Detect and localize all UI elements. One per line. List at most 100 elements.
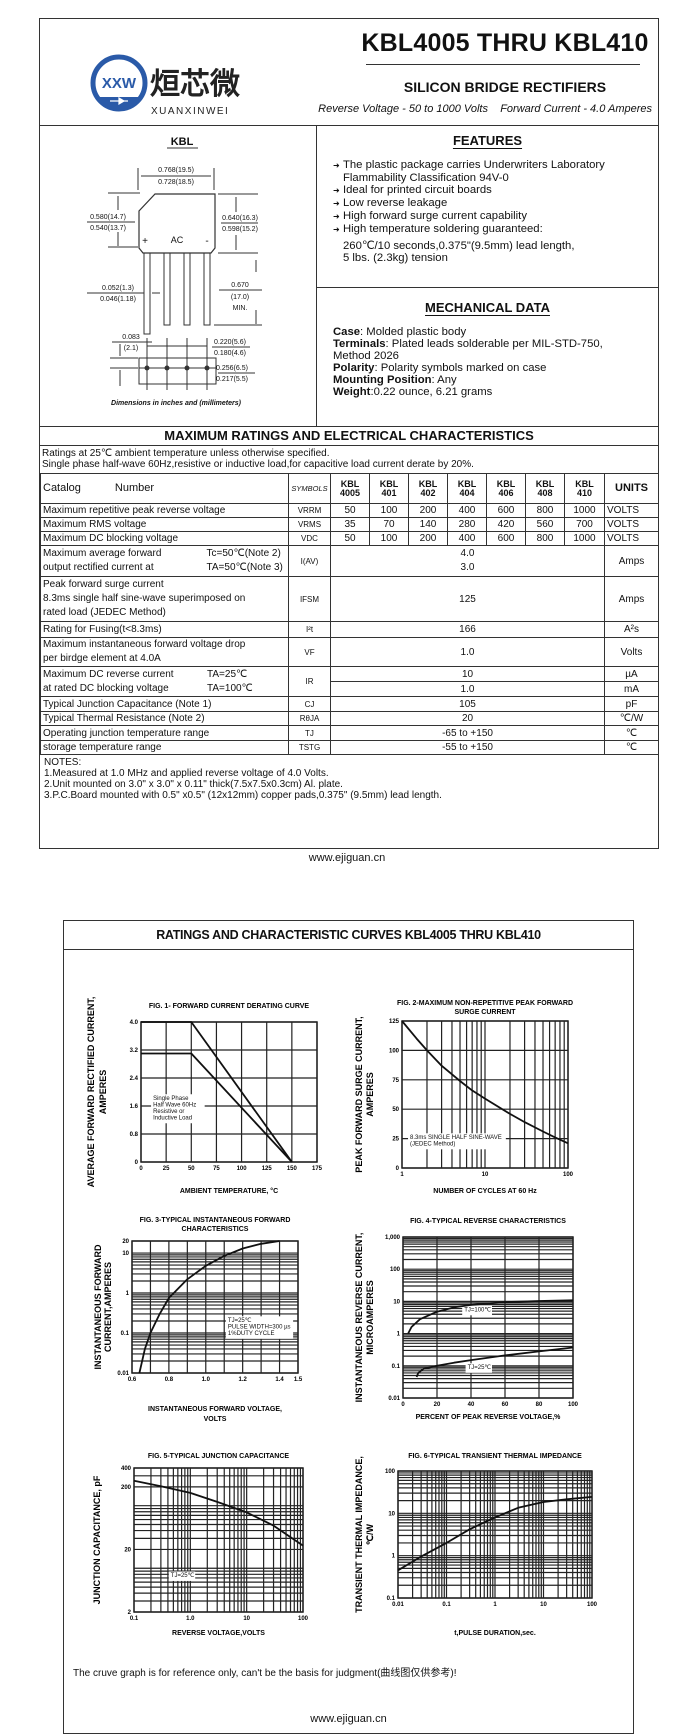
table-row-rth: Typical Thermal Resistance (Note 2) RθJA … [40,711,659,726]
row-unit: Amps [604,576,659,622]
y-tick-label: 20 [122,1239,129,1245]
x-tick-label: 1 [493,1602,497,1608]
ratings-heading-divider [39,445,659,446]
y-tick-label: 0.1 [121,1331,130,1337]
annotation-text: TJ=100℃ [464,1307,491,1313]
note-item: 2.Unit mounted on 3.0" x 3.0" x 0.11" th… [44,779,343,790]
y-axis-label: CURRENT,AMPERES [103,1262,113,1352]
plot-frame [401,1020,569,1169]
chart-fig-5: TJ=25℃ 0.1 1.0 10 100 2 20 200 400 FIG. 5-TYPICAL… [92,1453,309,1637]
series-line-2 [415,1346,574,1378]
table-row-vrrm: Maximum repetitive peak reverse voltage V… [40,503,659,518]
mech-terminals: Terminals: Plated leads solderable per M… [333,338,603,350]
x-axis-label: INSTANTANEOUS FORWARD VOLTAGE, [148,1406,282,1413]
condition-line: Ratings at 25℃ ambient temperature unles… [42,448,330,459]
x-tick-label: 150 [287,1166,298,1172]
package-bottom-view [138,338,217,390]
x-tick-label: 50 [188,1166,195,1172]
y-tick-label: 100 [390,1267,401,1273]
series-line-1 [407,1299,574,1335]
mechanical-heading: MECHANICAL DATA [425,300,550,315]
y-axis-label: INSTANTANEOUS REVERSE CURRENT, [354,1233,364,1403]
x-axis-label: REVERSE VOLTAGE,VOLTS [172,1630,265,1637]
y-tick-label: 100 [385,1469,396,1475]
bullet-icon: ➜ [333,199,340,208]
x-tick-label: 175 [312,1166,323,1172]
y-tick-label: 1 [126,1291,130,1297]
dim-pitch-min: 0.180(4.6) [214,350,246,357]
y-axis-label: AMPERES [365,1072,375,1117]
annotation-background [225,1316,294,1339]
chart-annotation: TJ=25℃ [465,1363,492,1373]
x-tick-label: 100 [587,1602,598,1608]
chart-grid [131,1240,299,1374]
y-tick-label: 0 [396,1166,400,1172]
x-tick-label: 10 [243,1616,250,1622]
dim-total-height-min: 0.598(15.2) [222,226,258,233]
x-tick-label: 80 [536,1402,543,1408]
ratings-table: Catalog Number SYMBOLS KBL 4005 KBL 401 KBL… [40,473,659,755]
row-symbol: TSTG [288,740,331,755]
bullet-icon: ➜ [333,186,340,195]
x-tick-label: 1.0 [202,1377,211,1383]
y-axis-label: AMPERES [98,1070,108,1115]
row-label: Maximum DC reverse current TA=25℃ [40,666,289,682]
plot-frame [402,1236,574,1399]
plot-frame [133,1467,304,1613]
mechanical-list: Case: Molded plastic body Terminals: Pla… [333,326,603,398]
annotation-text: Single Phase [153,1096,189,1102]
header-divider [39,125,659,126]
x-tick-label: 0 [139,1166,143,1172]
series-line-1 [138,1240,280,1374]
row-value: 125 [330,576,605,622]
note-item: 1.Measured at 1.0 MHz and applied revers… [44,768,329,779]
ratings-top-divider [39,426,659,427]
curves-footer-url[interactable]: www.ejiguan.cn [310,1713,387,1725]
y-tick-label: 2 [128,1610,132,1616]
chart-grid [402,1236,574,1399]
feature-detail: 260℃/10 seconds,0.375"(9.5mm) lead lengt… [343,240,575,252]
y-tick-label: 400 [121,1466,132,1472]
dim-lead-length-min: MIN. [233,305,248,312]
y-axis-label: INSTANTANEOUS FORWARD [93,1244,103,1369]
x-tick-label: 100 [568,1402,579,1408]
features-divider [316,287,659,288]
polarity-minus: - [205,236,208,247]
y-tick-label: 0.8 [130,1132,139,1138]
package-name: KBL [171,136,194,148]
part-header: KBL 4005 [330,473,370,504]
chart-title: CHARACTERISTICS [182,1226,249,1233]
chart-annotation: 8.3ms SINGLE HALF SINE-WAVE(JEDEC Method… [408,1133,506,1150]
ratings-conditions: Ratings at 25℃ ambient temperature unles… [42,448,474,470]
x-tick-label: 10 [540,1602,547,1608]
x-axis-label: t,PULSE DURATION,sec. [454,1630,536,1637]
plot-frame [397,1470,593,1599]
row-symbol: I(AV) [288,545,331,577]
chart-title: FIG. 5-TYPICAL JUNCTION CAPACITANCE [148,1453,290,1460]
row-unit: Amps [604,545,659,577]
dim-pitch-max: 0.220(5.6) [214,339,246,346]
feature-item: ➜ High temperature soldering guaranteed: [333,223,543,235]
footer-url[interactable]: www.ejiguan.cn [308,852,386,864]
table-row-iav: Maximum average forward Tc=50℃(Note 2) out… [40,545,659,577]
annotation-text: 1%DUTY CYCLE [228,1331,275,1337]
row-label: at rated DC blocking voltage TA=100℃ [40,681,289,697]
diode-icon [110,96,128,106]
mech-polarity: Polarity: Polarity symbols marked on cas… [333,362,547,374]
y-tick-label: 1,000 [385,1235,401,1241]
curves-page [63,920,634,1734]
dim-width-max: 0.768(19.5) [158,167,194,174]
chart-title: FIG. 6-TYPICAL TRANSIENT THERMAL IMPEDAN… [408,1453,582,1460]
y-tick-label: 3.2 [130,1048,139,1054]
y-axis-label: ℃/W [365,1523,375,1545]
document-subtitle: SILICON BRIDGE RECTIFIERS [403,79,607,95]
chart-annotation: TJ=25℃ [168,1571,196,1581]
annotation-background [151,1094,205,1124]
annotation-text: TJ=25℃ [468,1365,492,1371]
chart-grid [140,1021,318,1163]
y-axis-label: TRANSIENT THERMAL IMPEDANCE, [354,1456,364,1613]
row-label: storage temperature range [40,740,289,755]
y-tick-label: 100 [389,1048,400,1054]
